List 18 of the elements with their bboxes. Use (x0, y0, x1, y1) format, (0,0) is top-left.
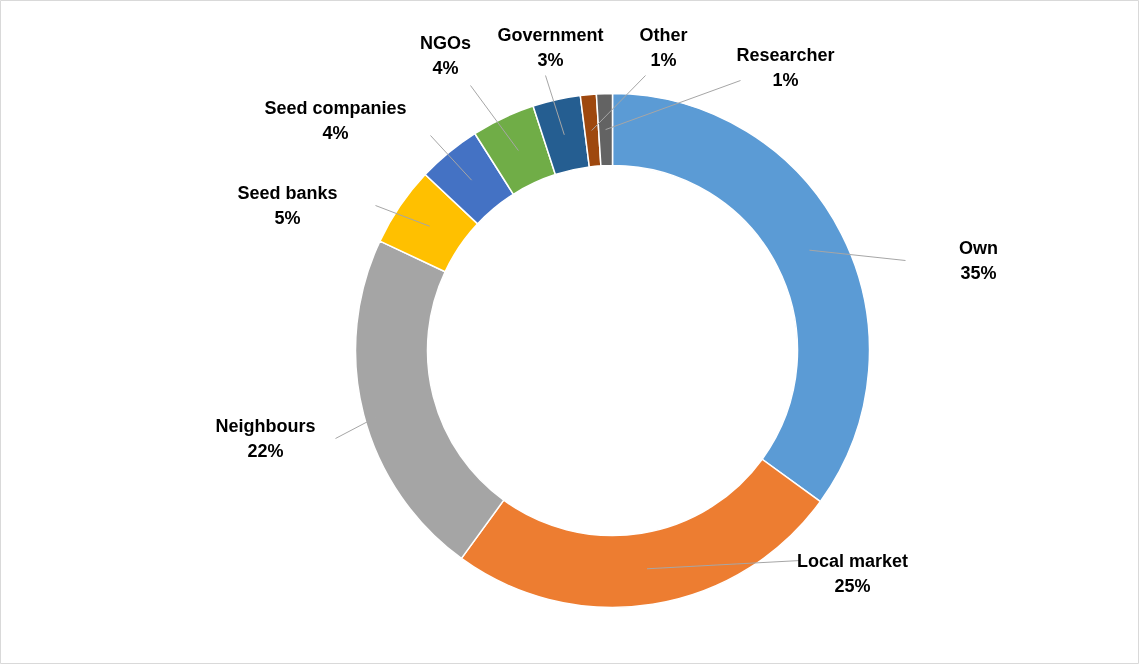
data-label: 1% (650, 50, 677, 70)
slice-label: Government (497, 25, 604, 45)
slice-label: Neighbours (215, 416, 316, 436)
data-label: 1% (772, 70, 799, 90)
data-label: 35% (960, 263, 997, 283)
slice-label: Other (639, 25, 688, 45)
data-label: 4% (322, 123, 349, 143)
slice-label: Seed banks (237, 183, 338, 203)
data-label: 5% (274, 208, 301, 228)
slice-label: NGOs (419, 33, 472, 53)
data-label: 3% (537, 50, 564, 70)
slice-label: Seed companies (264, 98, 407, 118)
data-label: 22% (247, 441, 284, 461)
data-label: 25% (834, 576, 871, 596)
data-label: 4% (432, 58, 459, 78)
slice-label: Local market (796, 551, 909, 571)
slice-label: Researcher (736, 45, 835, 65)
slice-label: Own (959, 238, 998, 258)
